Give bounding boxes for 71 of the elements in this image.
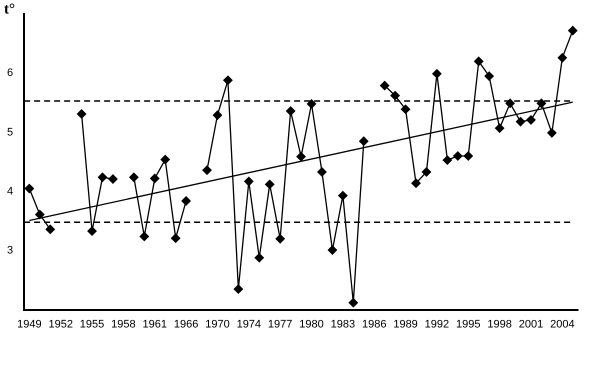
- point: [484, 71, 494, 81]
- x-tick-label: 1998: [487, 318, 512, 330]
- point: [328, 245, 338, 255]
- x-tick-label: 1995: [456, 318, 481, 330]
- point: [505, 98, 515, 108]
- x-tick-label: 1974: [236, 318, 262, 330]
- point: [306, 99, 316, 109]
- point: [453, 151, 462, 161]
- point: [432, 69, 442, 78]
- point: [98, 172, 108, 182]
- point: [317, 167, 327, 177]
- point: [202, 166, 212, 175]
- point: [558, 53, 567, 62]
- point: [442, 155, 452, 165]
- point: [129, 172, 138, 182]
- point: [108, 174, 118, 184]
- x-tick-label: 1980: [299, 318, 324, 330]
- point: [87, 226, 97, 236]
- point: [234, 284, 244, 294]
- x-tick-label: 1983: [330, 318, 356, 330]
- y-tick-label: 5: [6, 126, 14, 138]
- point: [46, 224, 55, 234]
- x-tick-label: 1958: [111, 318, 136, 330]
- point: [276, 234, 285, 244]
- point: [160, 154, 170, 164]
- x-tick-label: 1977: [268, 318, 292, 330]
- point: [296, 152, 306, 162]
- point: [400, 104, 410, 114]
- point: [390, 90, 400, 100]
- point: [171, 234, 180, 243]
- point: [526, 115, 536, 125]
- x-tick-label: 2001: [518, 318, 544, 330]
- point: [140, 232, 149, 242]
- x-tick-label: 1952: [48, 318, 73, 330]
- point: [568, 26, 578, 36]
- x-tick-label: 1989: [393, 318, 418, 330]
- point: [464, 151, 473, 161]
- point: [286, 106, 296, 116]
- x-tick-label: 1970: [205, 318, 230, 330]
- point: [494, 124, 504, 133]
- point: [474, 56, 484, 66]
- point: [338, 190, 348, 200]
- x-tick-label: 1992: [424, 318, 450, 330]
- y-tick-label: 4: [6, 186, 14, 198]
- point: [35, 210, 44, 220]
- x-tick-label: 2004: [550, 318, 575, 330]
- point: [536, 98, 546, 108]
- y-tick-label: 6: [6, 67, 14, 80]
- point: [76, 109, 86, 119]
- x-tick-label: 1955: [80, 318, 104, 330]
- point: [516, 117, 526, 126]
- point: [223, 76, 233, 85]
- point: [411, 178, 421, 188]
- point: [24, 184, 34, 194]
- point: [212, 110, 222, 120]
- point: [380, 80, 390, 90]
- point: [422, 167, 432, 177]
- point: [254, 253, 264, 262]
- point: [547, 128, 557, 138]
- x-tick-label: 1986: [362, 318, 386, 330]
- y-axis-title: t°: [4, 1, 15, 18]
- point: [348, 298, 358, 308]
- point: [181, 196, 191, 206]
- x-tick-label: 1961: [142, 318, 167, 330]
- x-tick-label: 1949: [17, 318, 42, 330]
- point: [359, 136, 368, 146]
- point: [265, 180, 274, 190]
- y-tick-label: 3: [6, 244, 14, 257]
- point: [244, 176, 254, 186]
- point: [150, 174, 160, 184]
- x-tick-label: 1966: [174, 318, 198, 330]
